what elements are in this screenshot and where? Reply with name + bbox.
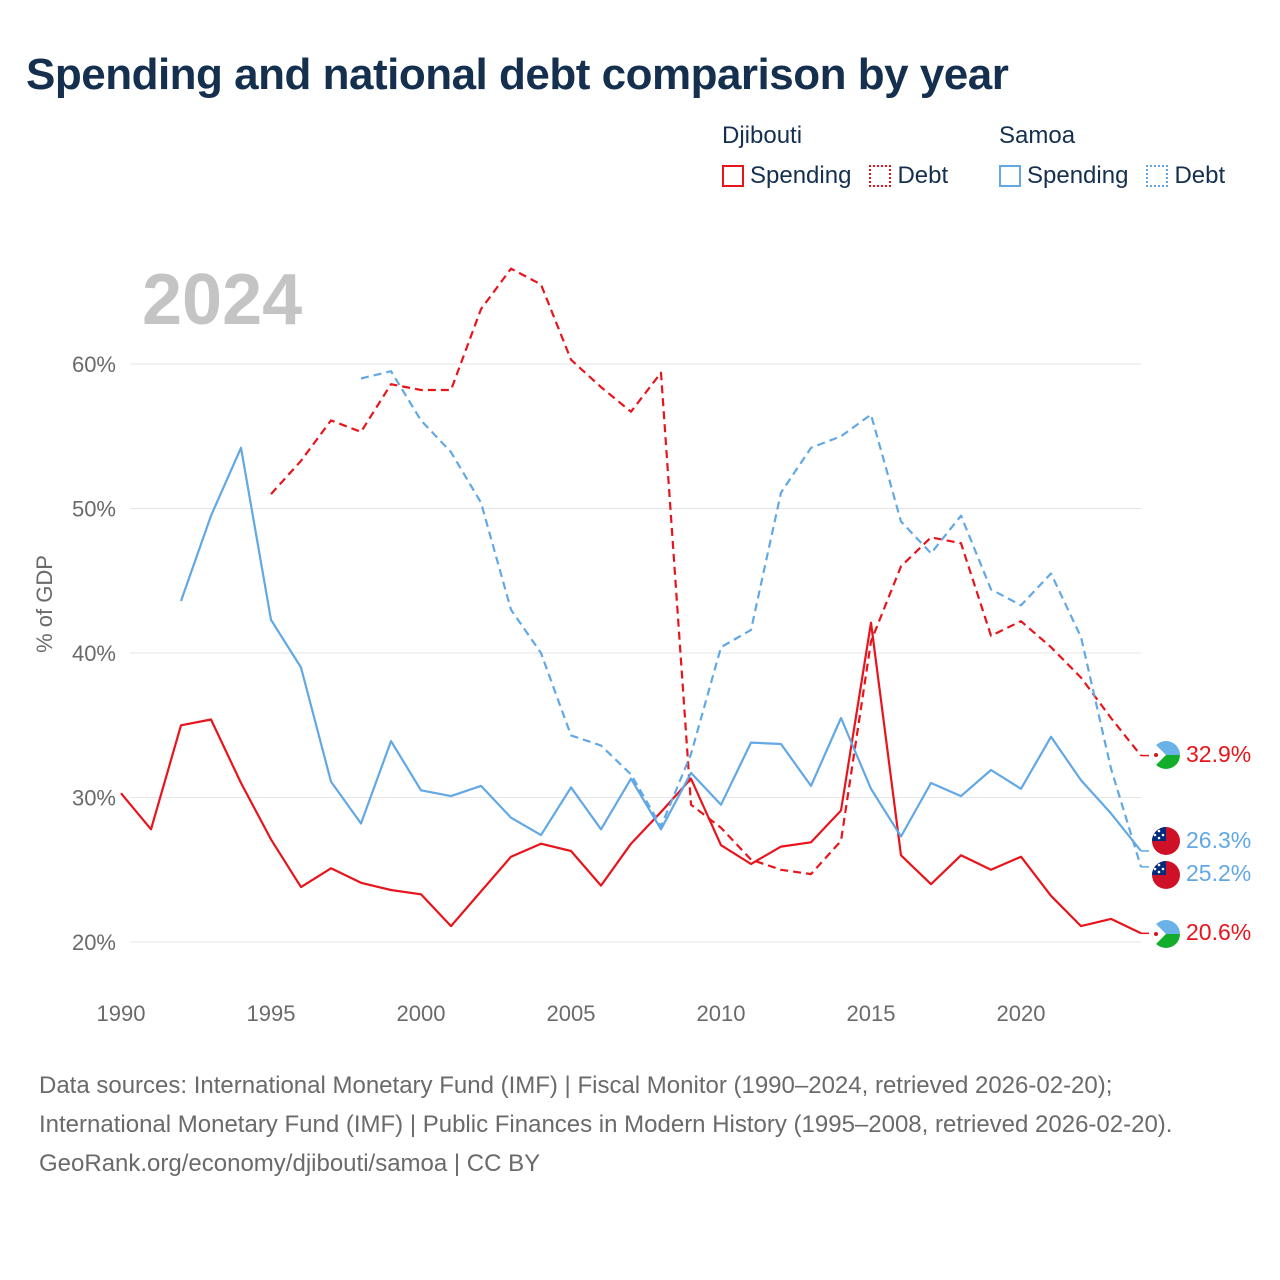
x-tick-label: 1995	[247, 1001, 296, 1026]
y-axis-label: % of GDP	[32, 555, 57, 653]
series-line-samoa-debt[interactable]	[360, 370, 1143, 868]
chart-footer: Data sources: International Monetary Fun…	[39, 1066, 1239, 1183]
y-axis: 20% 30% 40% 50% 60%	[72, 352, 116, 955]
legend-item-label: Debt	[897, 162, 949, 189]
legend-group-title: Samoa	[999, 122, 1076, 149]
legend-item-djibouti-debt[interactable]: Debt	[869, 162, 948, 190]
samoa-flag-icon	[1152, 861, 1180, 889]
legend-swatch-dotted	[1146, 165, 1169, 187]
legend-swatch-solid	[722, 165, 744, 187]
x-axis: 1990 1995 2000 2005 2010 2015 2020	[97, 1001, 1046, 1026]
y-tick-label: 60%	[72, 352, 116, 377]
legend-item-label: Spending	[1027, 162, 1129, 189]
y-tick-label: 40%	[72, 641, 116, 666]
series-lines	[120, 267, 1149, 935]
grid-lines	[130, 363, 1141, 943]
djibouti-flag-icon	[1152, 920, 1180, 948]
year-watermark: 2024	[142, 260, 302, 340]
legend-group-djibouti: Djibouti Spending Debt	[722, 122, 948, 190]
legend-item-label: Spending	[750, 162, 852, 189]
line-chart: 2024 20% 30% 40% 50% 60% 1990 1995 2000 2005 201…	[32, 260, 1251, 1026]
legend-group-samoa: Samoa Spending Debt	[999, 122, 1225, 190]
x-tick-label: 2015	[847, 1001, 896, 1026]
legend-item-samoa-debt[interactable]: Debt	[1146, 162, 1225, 190]
y-tick-label: 30%	[72, 786, 116, 811]
data-sources: Data sources: International Monetary Fun…	[39, 1072, 1173, 1138]
series-line-djibouti-debt[interactable]	[270, 267, 1142, 876]
y-tick-label: 50%	[72, 497, 116, 522]
end-label-samoa-debt: 25.2%	[1186, 860, 1251, 886]
series-line-samoa-spending[interactable]	[179, 446, 1142, 852]
credit-link[interactable]: GeoRank.org/economy/djibouti/samoa | CC …	[39, 1150, 541, 1177]
x-tick-label: 2020	[997, 1001, 1046, 1026]
end-label-samoa-spending: 26.3%	[1186, 827, 1251, 853]
legend-item-label: Debt	[1174, 162, 1226, 189]
x-tick-label: 2005	[547, 1001, 596, 1026]
samoa-flag-icon	[1152, 827, 1180, 855]
end-label-djibouti-spending: 20.6%	[1186, 919, 1251, 945]
legend-item-djibouti-spending[interactable]: Spending	[722, 162, 851, 190]
x-tick-label: 2000	[397, 1001, 446, 1026]
end-label-djibouti-debt: 32.9%	[1186, 741, 1251, 767]
legend-item-samoa-spending[interactable]: Spending	[999, 162, 1128, 190]
y-tick-label: 20%	[72, 930, 116, 955]
legend-swatch-solid	[999, 165, 1021, 187]
chart-title: Spending and national debt comparison by…	[26, 50, 1009, 99]
series-line-djibouti-spending[interactable]	[120, 621, 1142, 935]
legend-swatch-dotted	[869, 165, 892, 187]
djibouti-flag-icon	[1152, 741, 1180, 769]
legend-group-title: Djibouti	[722, 122, 803, 149]
x-tick-label: 2010	[697, 1001, 746, 1026]
x-tick-label: 1990	[97, 1001, 146, 1026]
